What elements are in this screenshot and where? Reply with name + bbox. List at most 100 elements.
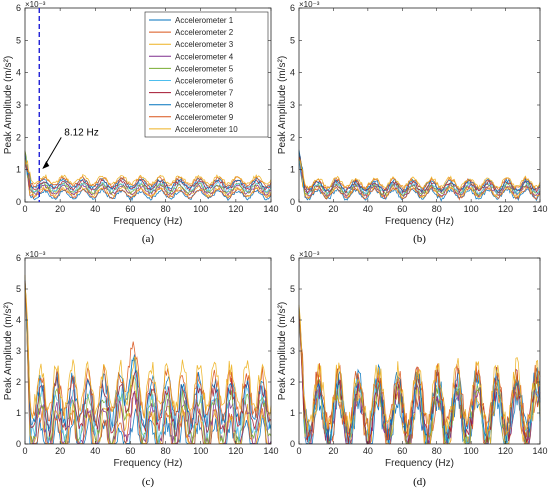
y-tick-label: 3 (16, 346, 21, 356)
y-axis-label: Peak Amplitude (m/s²) (277, 56, 288, 154)
x-tick-label: 20 (55, 446, 65, 456)
x-tick-label: 60 (397, 446, 407, 456)
legend-label: Accelerometer 10 (175, 125, 238, 134)
series-line (298, 155, 541, 194)
panel-caption: (d) (413, 476, 426, 488)
y-tick-label: 6 (290, 3, 295, 13)
y-tick-label: 2 (16, 377, 21, 387)
y-tick-label: 5 (290, 284, 295, 294)
legend-box (144, 11, 269, 138)
x-tick-label: 20 (328, 204, 338, 214)
y-tick-label: 1 (290, 408, 295, 418)
y-tick-label: 3 (290, 100, 295, 110)
x-tick-label: 140 (532, 446, 547, 456)
y-exponent-label: ×10⁻³ (25, 250, 46, 259)
y-exponent-label: ×10⁻³ (25, 0, 46, 9)
x-tick-label: 140 (532, 204, 547, 214)
y-exponent-label: ×10⁻³ (299, 250, 320, 259)
chart-panel-1: 0 20 40 60 80 100 120 140 0 1 2 3 4 5 6 ×10⁻³ Frequency … (3, 0, 279, 245)
series-line (298, 158, 541, 197)
series-line (24, 153, 272, 192)
legend-label: Accelerometer 1 (175, 16, 234, 25)
panel-caption: (a) (142, 233, 155, 245)
x-tick-label: 40 (363, 446, 373, 456)
x-axis-label: Frequency (Hz) (114, 458, 183, 469)
x-tick-label: 100 (193, 204, 208, 214)
x-tick-label: 120 (498, 204, 513, 214)
legend-label: Accelerometer 7 (175, 89, 234, 98)
series-line (298, 304, 541, 437)
x-tick-label: 100 (464, 204, 479, 214)
x-tick-label: 40 (363, 204, 373, 214)
y-exponent-label: ×10⁻³ (299, 0, 320, 9)
y-tick-label: 2 (290, 377, 295, 387)
series-line (24, 150, 272, 200)
y-tick-label: 1 (16, 165, 21, 175)
x-tick-label: 60 (125, 204, 135, 214)
x-tick-label: 100 (464, 446, 479, 456)
y-tick-label: 6 (16, 3, 21, 13)
x-tick-label: 0 (296, 204, 301, 214)
x-tick-label: 0 (296, 446, 301, 456)
annotation-label: 8.12 Hz (64, 127, 98, 138)
y-tick-label: 0 (290, 197, 295, 207)
y-tick-label: 5 (16, 35, 21, 45)
y-tick-label: 4 (16, 68, 21, 78)
x-tick-label: 80 (161, 204, 171, 214)
x-tick-label: 80 (432, 446, 442, 456)
x-tick-label: 0 (22, 446, 27, 456)
legend: Accelerometer 1 Accelerometer 2 Accelerome… (144, 11, 269, 138)
x-tick-label: 40 (90, 204, 100, 214)
x-tick-label: 60 (125, 446, 135, 456)
legend-label: Accelerometer 4 (175, 52, 234, 61)
legend-label: Accelerometer 3 (175, 40, 234, 49)
legend-label: Accelerometer 2 (175, 28, 234, 37)
y-tick-label: 1 (16, 408, 21, 418)
series-line (298, 152, 541, 201)
x-axis-label: Frequency (Hz) (385, 216, 454, 227)
series-line (24, 282, 271, 426)
x-tick-label: 100 (193, 446, 208, 456)
y-tick-label: 0 (16, 197, 21, 207)
y-tick-label: 0 (290, 439, 295, 449)
y-tick-label: 4 (290, 68, 295, 78)
y-axis-label: Peak Amplitude (m/s²) (3, 56, 14, 154)
x-tick-label: 20 (328, 446, 338, 456)
x-tick-label: 140 (263, 204, 278, 214)
series-line (298, 308, 541, 445)
y-tick-label: 4 (290, 315, 295, 325)
y-tick-label: 3 (290, 346, 295, 356)
series-line (25, 162, 272, 197)
series-line (298, 160, 541, 198)
y-tick-label: 0 (16, 439, 21, 449)
y-tick-label: 2 (290, 132, 295, 142)
series-line (24, 279, 272, 444)
x-tick-label: 0 (22, 204, 27, 214)
y-axis-label: Peak Amplitude (m/s²) (277, 302, 288, 400)
series-line (24, 280, 272, 437)
chart-panel-2: 0 20 40 60 80 100 120 140 0 1 2 3 4 5 6 ×10⁻³ Frequency … (277, 0, 548, 245)
plot-area (299, 8, 540, 202)
x-tick-label: 120 (498, 446, 513, 456)
legend-label: Accelerometer 5 (175, 64, 234, 73)
y-tick-label: 2 (16, 132, 21, 142)
y-tick-label: 3 (16, 100, 21, 110)
y-tick-label: 5 (290, 35, 295, 45)
series-line (24, 283, 272, 432)
x-tick-label: 80 (161, 446, 171, 456)
x-tick-label: 40 (90, 446, 100, 456)
series-line (24, 284, 272, 420)
legend-label: Accelerometer 8 (175, 101, 234, 110)
chart-panel-4: 0 20 40 60 80 100 120 140 0 1 2 3 4 5 6 ×10⁻³ Frequency … (277, 250, 548, 488)
y-axis-label: Peak Amplitude (m/s²) (3, 302, 14, 400)
panel-caption: (c) (142, 476, 155, 488)
annotation-arrowhead (42, 161, 50, 170)
series-line (24, 158, 272, 187)
legend-label: Accelerometer 9 (175, 113, 234, 122)
series-line (24, 157, 272, 188)
y-tick-label: 6 (290, 253, 295, 263)
x-tick-label: 140 (263, 446, 278, 456)
x-tick-label: 20 (55, 204, 65, 214)
panel-caption: (b) (413, 233, 426, 245)
